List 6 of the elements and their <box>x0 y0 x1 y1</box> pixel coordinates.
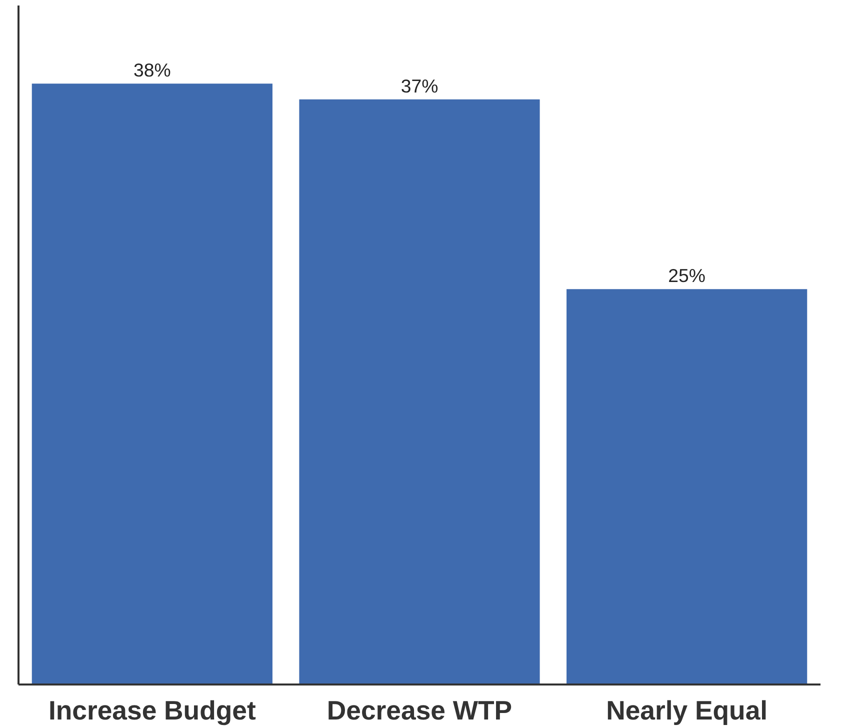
x-tick-label: Decrease WTP <box>326 696 512 726</box>
x-tick-label: Nearly Equal <box>606 696 768 726</box>
x-tick-label: Increase Budget <box>48 696 256 726</box>
data-label: 25% <box>668 265 706 286</box>
data-label: 38% <box>133 60 171 81</box>
data-label: 37% <box>400 75 438 96</box>
